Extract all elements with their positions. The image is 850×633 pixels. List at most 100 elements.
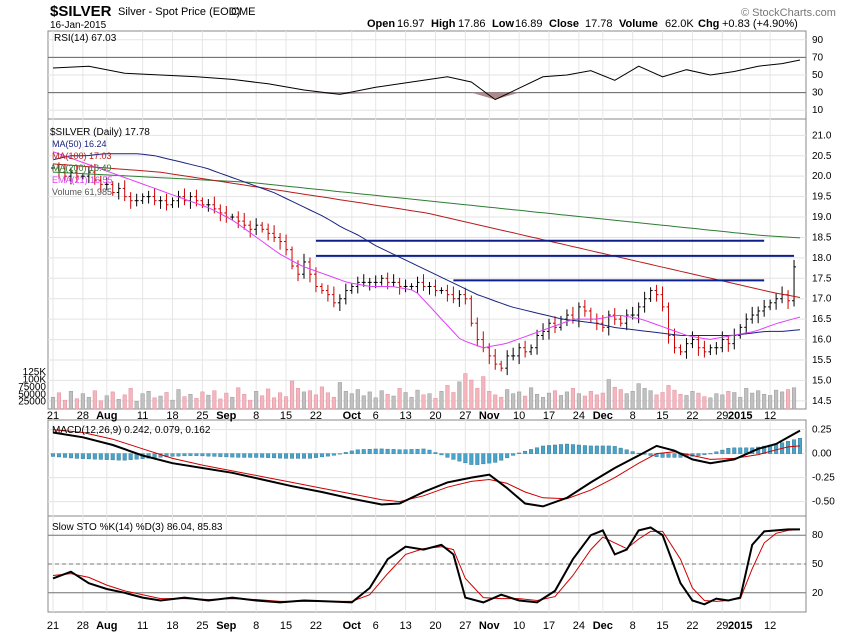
price-axis-tick-label: 20.5 — [812, 151, 832, 162]
rsi-axis-tick-label: 30 — [812, 88, 824, 99]
legend-ma50: MA(50) 16.24 — [52, 139, 107, 149]
volume-bar — [337, 382, 342, 410]
macd-histogram-bar — [594, 445, 599, 454]
macd-histogram-bar — [385, 448, 390, 454]
chg-value: +0.83 (+4.90%) — [722, 18, 798, 30]
volume-bar — [612, 386, 617, 410]
volume-bar — [140, 393, 145, 410]
volume-bar — [744, 388, 749, 410]
x-axis-tick-label: 20 — [429, 410, 441, 422]
volume-bar — [248, 399, 253, 410]
x-axis-tick-label: 2015 — [728, 410, 752, 422]
macd-histogram-bar — [505, 453, 510, 459]
volume-bar — [672, 389, 677, 410]
macd-histogram-bar — [439, 453, 444, 456]
volume-bar — [50, 396, 56, 410]
volume-bar — [194, 398, 199, 410]
volume-bar — [421, 394, 426, 410]
macd-histogram-bar — [379, 448, 384, 454]
x-axis-tick-label: Dec — [593, 620, 613, 632]
macd-line — [52, 429, 801, 508]
volume-bar — [104, 395, 109, 410]
macd-histogram-bar — [337, 453, 342, 455]
volume-bar — [355, 389, 360, 410]
stochastic-axis-tick-label: 20 — [812, 588, 824, 599]
volume-bar — [684, 395, 689, 410]
macd-histogram-bar — [415, 448, 420, 454]
volume-bar — [325, 392, 330, 410]
macd-histogram-bar — [714, 451, 719, 454]
macd-histogram-bar — [301, 453, 306, 459]
x-axis-tick-label: 8 — [253, 620, 259, 632]
macd-histogram-bar — [469, 453, 474, 465]
volume-bar — [654, 394, 659, 410]
macd-histogram-bar — [74, 453, 79, 459]
axis-labels: 21 21 28 28 Aug Aug 11 11 18 18 25 25 Sep Sep 8 8 15 15 22… — [18, 35, 835, 632]
x-axis-tick-label: Oct — [343, 620, 362, 632]
macd-histogram-bar — [738, 447, 743, 454]
x-axis-tick-label: 20 — [429, 620, 441, 632]
macd-histogram-bar — [110, 453, 115, 461]
volume-bar — [690, 391, 695, 410]
x-axis-tick-label: Sep — [216, 410, 236, 422]
volume-bar — [379, 390, 384, 410]
volume-bar — [158, 395, 163, 410]
volume-bar — [92, 390, 97, 410]
macd-histogram-bar — [104, 453, 109, 460]
volume-bar — [564, 391, 569, 410]
chart-description: Silver - Spot Price (EOD) — [118, 6, 240, 18]
macd-axis-tick-label: -0.25 — [812, 473, 835, 484]
volume-bar — [780, 391, 785, 410]
volume-bar — [134, 401, 139, 410]
legend-ema21: EMA(21) 16.55 — [52, 175, 113, 185]
macd-histogram-bar — [80, 453, 85, 459]
close-value: 17.78 — [585, 18, 613, 30]
ma200-line — [52, 171, 801, 239]
volume-bar — [606, 379, 611, 410]
volume-bar — [487, 391, 492, 410]
price-title: $SILVER (Daily) 17.78 — [50, 127, 150, 138]
x-axis-tick-label: 13 — [399, 620, 411, 632]
volume-bar — [582, 395, 587, 410]
volume-bar — [206, 394, 211, 410]
x-axis-tick-label: 6 — [373, 410, 379, 422]
volume-bar — [714, 393, 719, 410]
volume-bar — [188, 394, 193, 410]
volume-bar — [266, 388, 271, 410]
x-axis-tick-label: 24 — [573, 620, 585, 632]
volume-tick-label: 100K — [23, 375, 47, 386]
x-axis-tick-label: 18 — [166, 410, 178, 422]
macd-histogram-bar — [194, 453, 199, 456]
macd-histogram-bar — [290, 453, 295, 459]
volume-bar — [295, 388, 301, 410]
macd-histogram-bar — [421, 448, 426, 454]
rsi-axis-tick-label: 70 — [812, 52, 824, 63]
chart-exchange: CME — [231, 6, 255, 18]
volume-bar — [331, 396, 336, 410]
volume-bar — [540, 396, 546, 410]
macd-histogram-bar — [367, 449, 372, 454]
price-axis-tick-label: 18.0 — [812, 253, 832, 264]
macd-histogram-bar — [325, 453, 330, 457]
x-axis-tick-label: 12 — [764, 410, 776, 422]
macd-histogram-bar — [206, 453, 211, 457]
macd-histogram-bar — [254, 453, 259, 458]
price-axis-tick-label: 17.0 — [812, 294, 832, 305]
volume-bar — [74, 398, 79, 410]
x-axis-tick-label: 25 — [196, 620, 208, 632]
volume-bar — [146, 391, 151, 410]
volume-bar — [600, 392, 605, 410]
macd-histogram-bar — [248, 453, 253, 458]
macd-histogram-bar — [349, 450, 354, 454]
volume-tick-label: 25000 — [18, 397, 46, 408]
stochastic-title: Slow STO %K(14) %D(3) 86.04, 85.83 — [52, 522, 223, 533]
volume-bar — [433, 398, 438, 410]
volume-bar — [774, 389, 779, 410]
macd-histogram-bar — [696, 453, 701, 456]
macd-histogram-bar — [391, 449, 396, 454]
volume-bar — [463, 373, 468, 410]
watermark: © StockCharts.com — [741, 7, 836, 19]
volume-bar — [367, 391, 372, 410]
high-value: 17.86 — [458, 18, 486, 30]
macd-histogram-bar — [266, 453, 271, 458]
